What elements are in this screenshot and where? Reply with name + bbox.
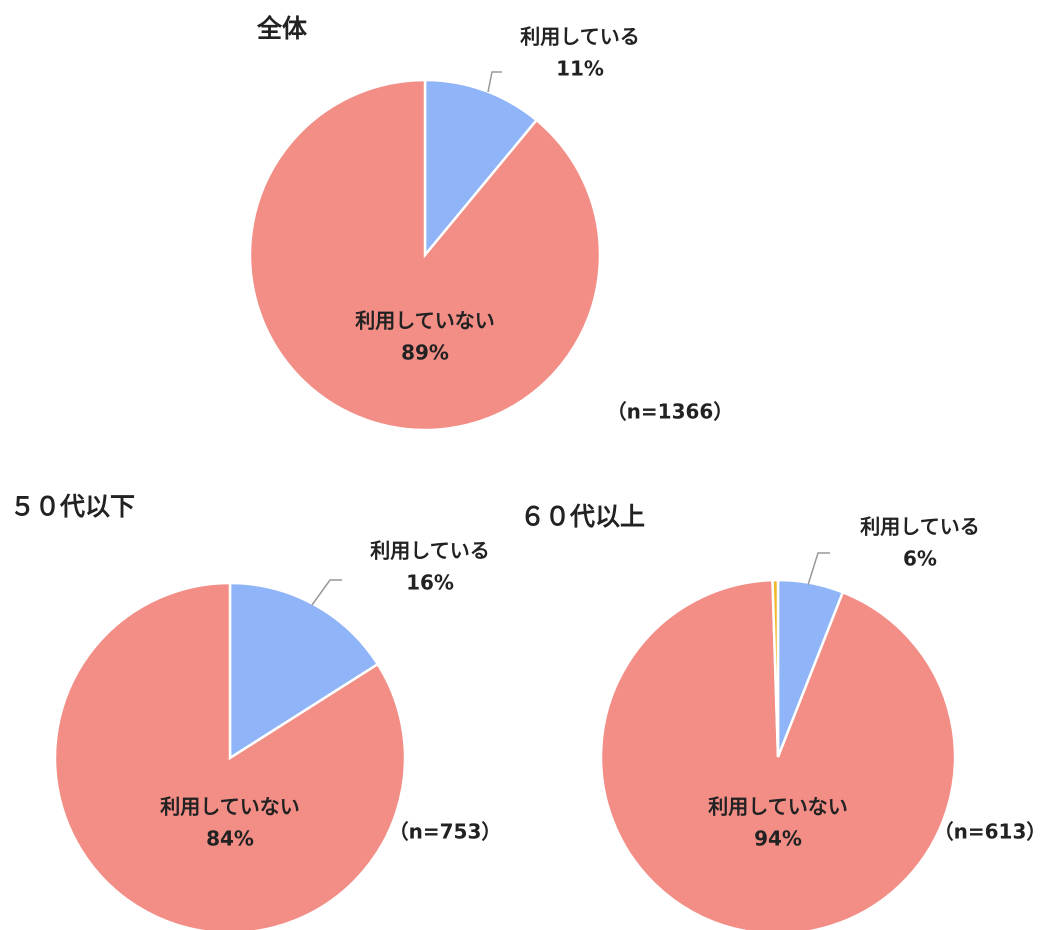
sample-note: （n=753） [389, 820, 502, 844]
leader-line [807, 552, 830, 586]
pie-slice [771, 578, 780, 758]
slice-label: 利用している [370, 539, 489, 563]
slice-label: 利用していない [355, 309, 494, 333]
value-label: 94% [754, 827, 802, 851]
pie-slice [248, 78, 602, 432]
chart-title: ６０代以上 [520, 502, 645, 531]
sample-note: （n=1366） [607, 400, 734, 424]
chart-title: 全体 [256, 14, 308, 43]
slice-label: 利用していない [160, 795, 299, 819]
leader-line [311, 579, 342, 606]
value-label: 89% [401, 341, 449, 365]
slice-label: 利用している [520, 25, 639, 49]
sample-note: （n=613） [934, 820, 1047, 844]
pie-slice [599, 578, 957, 930]
value-label: 16% [406, 571, 454, 595]
slice-label: 利用している [860, 515, 979, 539]
leader-line [487, 71, 502, 93]
pie-slice [53, 581, 407, 930]
pie-slice [228, 581, 380, 761]
value-label: 84% [206, 827, 254, 851]
slice-label: 利用していない [708, 795, 847, 819]
value-label: 11% [556, 57, 604, 81]
pie-slice [423, 78, 539, 259]
chart-title: ５０代以下 [10, 492, 135, 521]
value-label: 6% [903, 547, 937, 571]
